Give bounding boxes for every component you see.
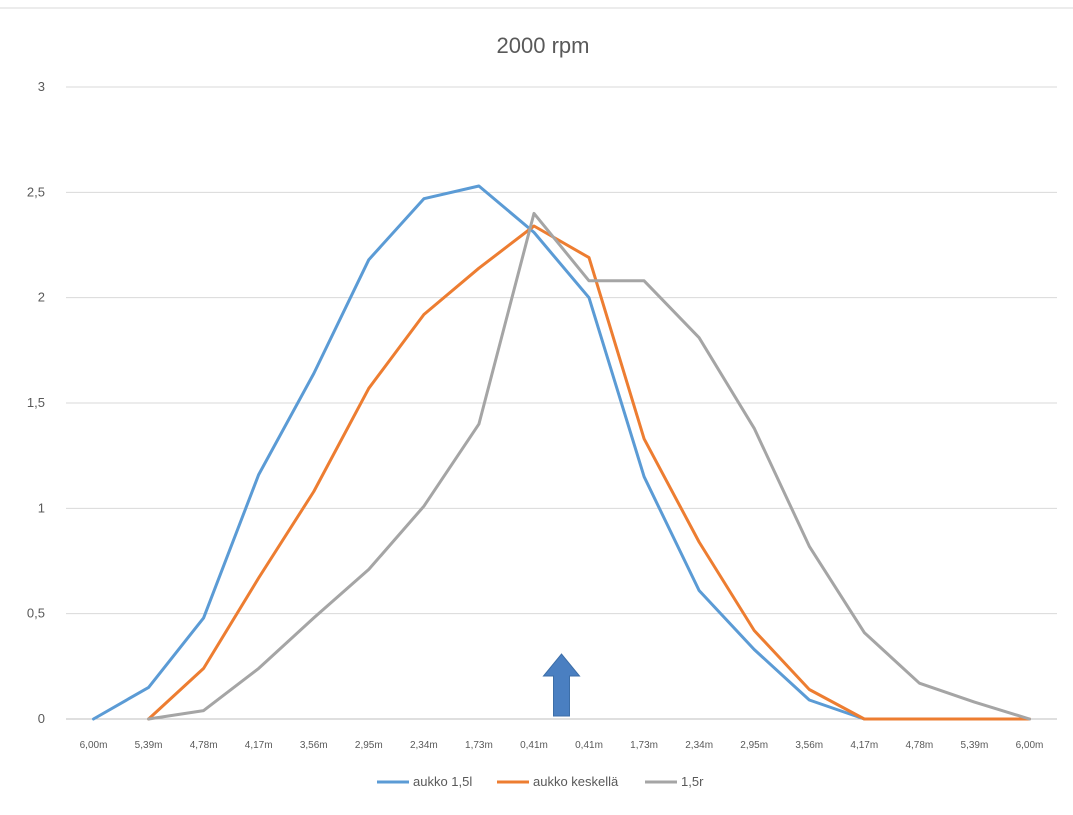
y-tick-label: 2,5 [27, 184, 45, 199]
chart-title: 2000 rpm [497, 33, 590, 58]
x-axis-ticks: 6,00m 5,39m 4,78m 4,17m 3,56m 2,95m 2,34m 1,73m… [80, 740, 1044, 751]
y-axis-ticks: 0 0,5 1 1,5 2 2,5 3 [27, 79, 45, 726]
x-tick-label: 2,34m [685, 740, 713, 751]
x-tick-label: 2,34m [410, 740, 438, 751]
series-line-1 [92, 184, 866, 721]
x-tick-label: 2,95m [740, 740, 768, 751]
x-tick-label: 0,41m [575, 740, 603, 751]
legend-label: 1,5r [681, 774, 704, 789]
x-tick-label: 4,17m [245, 740, 273, 751]
y-tick-label: 1,5 [27, 395, 45, 410]
x-tick-label: 4,78m [190, 740, 218, 751]
y-tick-label: 0 [38, 711, 45, 726]
y-tick-label: 2 [38, 290, 45, 305]
up-arrow-icon [542, 653, 581, 717]
legend-label: aukko 1,5l [413, 774, 472, 789]
x-tick-label: 6,00m [80, 740, 108, 751]
y-tick-label: 1 [38, 500, 45, 515]
x-tick-label: 5,39m [135, 740, 163, 751]
grid-layer [66, 86, 1057, 720]
x-tick-label: 3,56m [795, 740, 823, 751]
x-tick-label: 0,41m [520, 740, 548, 751]
x-tick-label: 4,78m [905, 740, 933, 751]
legend: aukko 1,5l aukko keskellä 1,5r [377, 774, 704, 789]
x-tick-label: 1,73m [630, 740, 658, 751]
y-tick-label: 3 [38, 79, 45, 94]
series-layer [92, 184, 1031, 721]
x-tick-label: 2,95m [355, 740, 383, 751]
series-line-2 [147, 224, 1031, 721]
x-tick-label: 4,17m [850, 740, 878, 751]
x-tick-label: 1,73m [465, 740, 493, 751]
series-line-3 [147, 211, 1031, 721]
x-tick-label: 5,39m [961, 740, 989, 751]
annotation-layer [542, 653, 581, 717]
x-tick-label: 6,00m [1016, 740, 1044, 751]
legend-label: aukko keskellä [533, 774, 619, 789]
y-tick-label: 0,5 [27, 606, 45, 621]
x-tick-label: 3,56m [300, 740, 328, 751]
